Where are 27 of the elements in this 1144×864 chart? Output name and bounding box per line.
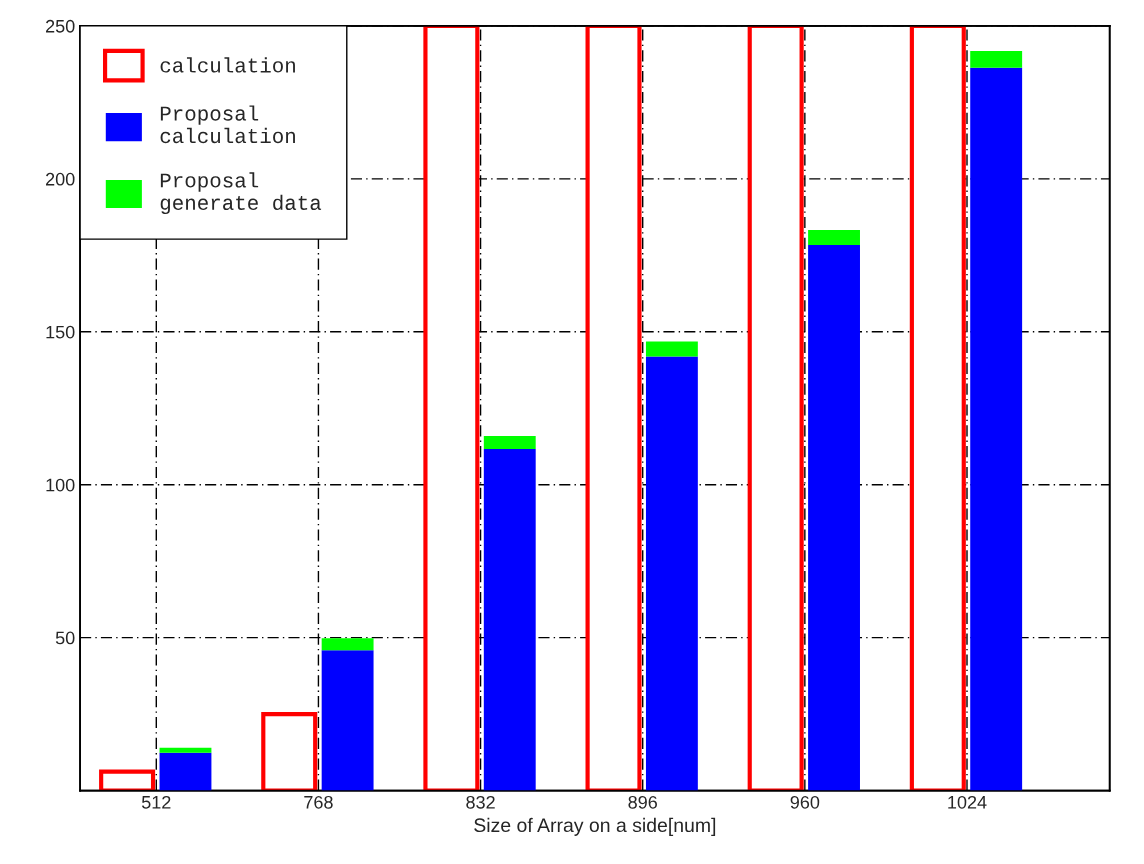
- bar: [483, 448, 536, 791]
- legend-label: calculation: [160, 57, 295, 73]
- x-tick-label: 512: [141, 795, 171, 809]
- bar: [483, 436, 536, 449]
- bar: [159, 752, 212, 791]
- bar: [159, 747, 212, 753]
- x-tick-label: 960: [790, 795, 820, 809]
- x-tick-label: 832: [466, 795, 495, 809]
- y-tick-label: 50: [55, 631, 75, 645]
- y-tick-label: 200: [46, 172, 75, 186]
- bar: [808, 244, 860, 791]
- bar: [321, 650, 374, 791]
- y-tick-label: 100: [46, 478, 75, 492]
- x-axis-title: Size of Array on a side[num]: [474, 817, 716, 836]
- bar: [970, 67, 1023, 791]
- bar: [970, 51, 1023, 68]
- bar: [645, 341, 698, 357]
- y-tick-label: 250: [46, 19, 75, 33]
- x-tick-label: 896: [628, 795, 657, 809]
- x-tick-label: 768: [304, 795, 333, 809]
- x-tick-label: 1024: [948, 795, 987, 809]
- legend-label: Proposal generate data: [160, 172, 322, 215]
- bar: [321, 638, 374, 651]
- legend-label: Proposal calculation: [160, 105, 295, 144]
- bar: [808, 229, 860, 245]
- bar: [645, 356, 698, 791]
- y-tick-label: 150: [46, 325, 75, 339]
